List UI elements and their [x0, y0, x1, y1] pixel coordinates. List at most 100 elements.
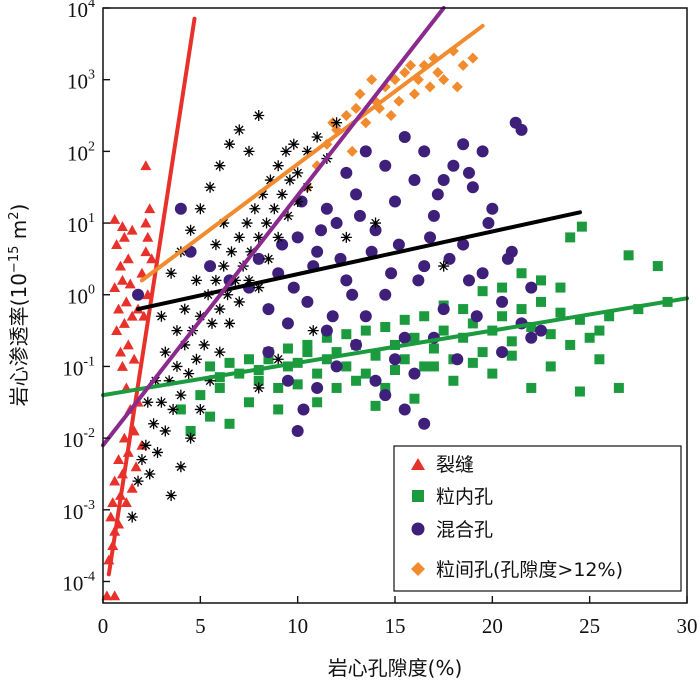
point-circle-49 [398, 403, 411, 416]
point-square-7 [244, 397, 254, 408]
point-circle-9 [281, 317, 294, 330]
x-tick-label-5: 25 [579, 614, 600, 638]
point-square-56 [458, 304, 469, 315]
point-circle-11 [301, 295, 314, 308]
point-triangle-42 [140, 246, 152, 257]
point-star-29 [241, 217, 253, 229]
point-diamond-19 [393, 95, 405, 107]
x-tick-label-1: 5 [195, 614, 206, 638]
point-circle-81 [334, 252, 347, 265]
point-square-14 [312, 368, 323, 379]
point-circle-36 [482, 217, 495, 230]
point-square-49 [565, 232, 576, 243]
point-square-45 [623, 250, 634, 261]
legend: 裂缝 粒内孔 混合孔 粒间孔(孔隙度>12%) [393, 445, 682, 592]
point-triangle-15 [130, 461, 142, 472]
point-star-7 [155, 396, 167, 408]
point-star-68 [262, 253, 274, 265]
point-star-9 [163, 375, 175, 387]
point-star-83 [370, 217, 382, 229]
point-circle-51 [281, 374, 294, 387]
point-square-78 [613, 382, 624, 393]
point-star-51 [194, 203, 206, 215]
point-star-41 [288, 138, 300, 150]
point-star-67 [253, 282, 265, 294]
point-circle-35 [462, 166, 475, 179]
point-square-71 [448, 375, 459, 386]
point-star-62 [204, 375, 216, 387]
point-star-6 [152, 446, 164, 458]
point-circle-0 [132, 288, 145, 301]
y-tick-label-1: 103 [67, 68, 95, 94]
point-triangle-43 [136, 267, 148, 278]
point-circle-69 [501, 252, 514, 265]
x-tick-label-0: 0 [98, 614, 109, 638]
trend-lines-layer [101, 6, 689, 577]
point-star-27 [233, 231, 245, 243]
point-diamond-3 [340, 110, 352, 122]
point-circle-27 [457, 238, 470, 251]
point-circle-29 [476, 267, 489, 280]
point-star-84 [340, 231, 352, 243]
point-diamond-21 [432, 67, 444, 79]
point-star-35 [264, 174, 276, 186]
point-star-72 [301, 181, 313, 193]
point-circle-64 [365, 245, 378, 258]
point-square-69 [205, 361, 216, 372]
point-circle-21 [398, 331, 411, 344]
point-star-81 [438, 260, 450, 272]
point-circle-31 [496, 295, 509, 308]
point-square-33 [497, 311, 508, 322]
point-triangle-39 [126, 224, 138, 235]
point-circle-57 [418, 145, 431, 158]
point-star-34 [261, 217, 273, 229]
point-star-82 [307, 325, 319, 337]
point-circle-44 [369, 374, 382, 387]
legend-label-intragranular: 粒内孔 [436, 486, 493, 508]
point-circle-53 [340, 166, 353, 179]
point-star-71 [292, 196, 304, 208]
point-star-58 [165, 489, 177, 501]
y-tick-label-4: 100 [67, 283, 95, 309]
point-triangle-50 [140, 160, 152, 171]
point-diamond-4 [350, 102, 362, 114]
point-square-68 [224, 357, 235, 368]
point-triangle-47 [140, 217, 152, 228]
point-square-84 [273, 404, 284, 415]
trend-line-2 [136, 210, 582, 312]
trend-line-3 [139, 23, 485, 283]
points-layer [101, 45, 673, 601]
point-triangle-32 [109, 282, 121, 292]
point-circle-61 [320, 202, 333, 215]
point-square-50 [576, 221, 587, 232]
point-triangle-49 [142, 231, 154, 242]
point-circle-46 [408, 367, 421, 380]
point-circle-23 [418, 260, 431, 273]
point-circle-41 [311, 381, 324, 394]
point-star-36 [268, 203, 280, 215]
point-triangle-25 [128, 353, 140, 364]
point-circle-77 [496, 346, 509, 359]
point-triangle-24 [122, 339, 134, 350]
point-triangle-35 [115, 260, 127, 271]
point-star-75 [190, 274, 202, 286]
point-star-85 [272, 353, 284, 365]
point-star-23 [218, 260, 230, 272]
point-circle-28 [466, 181, 479, 194]
point-star-66 [243, 274, 255, 286]
point-star-42 [292, 167, 304, 179]
point-star-86 [253, 382, 265, 394]
point-circle-24 [427, 209, 440, 222]
point-square-17 [341, 361, 352, 372]
point-circle-60 [476, 145, 489, 158]
point-square-54 [497, 282, 508, 293]
legend-marker-intergranular [411, 562, 425, 576]
point-square-41 [574, 314, 585, 325]
point-square-27 [438, 325, 449, 336]
point-square-0 [175, 404, 186, 415]
point-triangle-0 [101, 590, 113, 601]
point-star-10 [167, 403, 179, 415]
point-square-9 [263, 354, 274, 365]
point-circle-45 [389, 353, 401, 366]
point-diamond-28 [385, 110, 397, 122]
